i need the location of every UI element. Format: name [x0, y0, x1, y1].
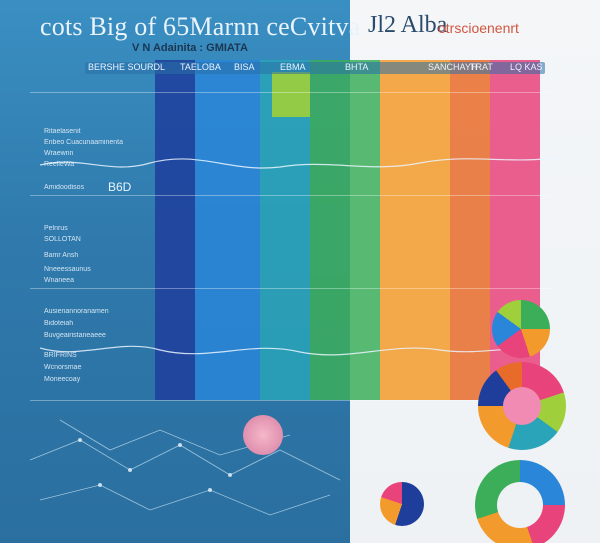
column-label: EBMA	[280, 62, 306, 72]
donut-chart-bottom-center	[497, 482, 543, 528]
highlight-yellow-green	[272, 72, 310, 117]
column-header-bar	[85, 62, 545, 74]
grid-line	[30, 92, 550, 93]
page-title-right: Jl2 Alba	[368, 12, 448, 38]
page-title-right-small: otrscioenenrt	[438, 20, 519, 36]
column-label: LQ KAS	[510, 62, 543, 72]
band-orange	[380, 60, 450, 400]
highlight-bubble	[243, 415, 283, 455]
mini-pie-left	[380, 482, 424, 526]
row-label: Pelnrus	[44, 225, 68, 232]
row-header-left: BERSHE SOURDL	[88, 62, 166, 72]
row-label: Wnaneea	[44, 277, 74, 284]
column-label: BHTA	[345, 62, 369, 72]
trend-line-upper	[40, 156, 560, 169]
page-subtitle: V N Adainita : GMIATA	[132, 42, 248, 54]
row-label: Amidoodisos	[44, 184, 85, 191]
band-dark-orange	[450, 60, 490, 400]
map-network-illustration	[29, 419, 341, 516]
row-label: Enbeo Cuacunaaminenta	[44, 139, 124, 146]
row-label: Ausienannoranamen	[44, 308, 109, 315]
row-label: BRIFRINS	[44, 352, 77, 359]
row-label: ReelleWa	[44, 161, 75, 168]
grid-line	[30, 288, 550, 289]
band-navy	[155, 60, 195, 400]
row-label: SOLLOTAN	[44, 236, 81, 243]
mid-annotation: B6D	[108, 180, 132, 194]
row-label: Bidoteiah	[44, 320, 74, 327]
column-label: SANCHAYH	[428, 62, 478, 72]
column-label: TAELOBA	[180, 62, 221, 72]
row-label: Moneecoay	[44, 376, 81, 383]
grid-line	[30, 195, 550, 196]
grid-line	[30, 400, 550, 401]
row-label: Wraewnn	[44, 150, 74, 157]
band-blue	[195, 60, 260, 400]
row-label: Nneeessaunus	[44, 266, 91, 273]
donut-chart-middle-center	[503, 387, 541, 425]
column-label: TRAT	[470, 62, 493, 72]
row-label: Wcnorsmae	[44, 364, 82, 371]
donut-chart-top	[492, 300, 550, 358]
row-label: Bamr Ansh	[44, 252, 79, 259]
column-label: BISA	[234, 62, 255, 72]
page-title: cots Big of 65Marnn ceCvitva	[40, 12, 361, 41]
trend-line-lower	[40, 345, 560, 356]
row-label: Ritaelasenit	[44, 128, 81, 135]
row-label: Buvgeairistaneaeee	[44, 332, 106, 339]
band-green	[310, 60, 380, 400]
